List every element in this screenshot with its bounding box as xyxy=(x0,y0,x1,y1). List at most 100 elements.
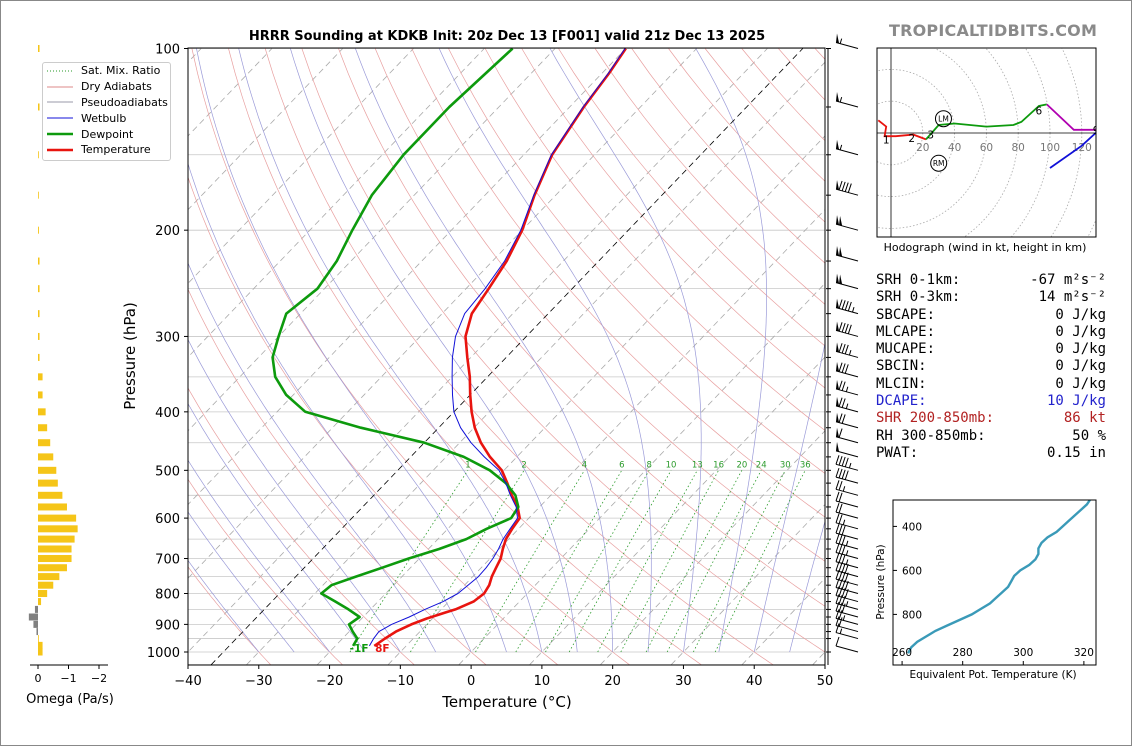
wind-barb xyxy=(835,215,859,231)
barb-full xyxy=(838,322,843,332)
barb-half xyxy=(845,403,849,409)
omega-bar xyxy=(38,285,40,293)
mixing-ratio-line xyxy=(475,470,585,653)
barb-shaft xyxy=(835,450,859,458)
barb-shaft xyxy=(835,42,859,49)
barb-flag xyxy=(836,139,840,150)
dry-adiabat xyxy=(188,478,343,665)
storm-motion-marker xyxy=(930,154,948,172)
barb-shaft xyxy=(835,476,859,484)
legend-label: Sat. Mix. Ratio xyxy=(81,64,161,78)
hodograph-plot: 20 40 60 80 100 120 1 2 3 6 9 LM RM xyxy=(877,48,1100,237)
wind-barb xyxy=(835,601,859,618)
thetae-y-label: Pressure (hPa) xyxy=(875,544,887,619)
barb-full xyxy=(841,181,846,192)
y-tick-label: 800 xyxy=(155,588,180,603)
pseudoadiabat xyxy=(753,341,825,653)
y-tick-label: 900 xyxy=(155,618,180,633)
barb-full xyxy=(841,545,846,555)
y-tick-label: 200 xyxy=(155,224,180,239)
barb-flag xyxy=(836,412,840,423)
pseudoadiabat xyxy=(238,48,543,653)
mixing-ratio-label: 13 xyxy=(692,460,703,470)
wind-barb xyxy=(835,561,859,578)
barb-full xyxy=(838,514,843,524)
barb-full xyxy=(841,363,846,373)
isotherm xyxy=(188,48,485,358)
omega-bar xyxy=(38,598,42,606)
barb-shaft xyxy=(835,595,859,603)
mixing-ratio-line xyxy=(410,470,525,653)
barb-full xyxy=(838,602,843,612)
omega-bar xyxy=(38,635,39,643)
dry-adiabat xyxy=(188,387,415,665)
barb-flag xyxy=(836,396,840,407)
mixing-ratio-label: 10 xyxy=(666,460,677,470)
barb-full xyxy=(844,457,849,468)
mixing-ratio-label: 36 xyxy=(800,460,811,470)
legend-item-dewpoint: Dewpoint xyxy=(43,126,170,142)
legend-label: Dewpoint xyxy=(81,127,134,141)
y-tick-label: 100 xyxy=(155,43,180,58)
barb-shaft xyxy=(835,405,859,413)
barb-shaft xyxy=(835,511,859,519)
dry-adiabat xyxy=(484,48,825,431)
index-label: SRH 0-1km: xyxy=(876,272,961,288)
hodograph-height-label: 9 xyxy=(1093,125,1100,137)
barb-half xyxy=(839,144,843,151)
mixing-ratio-label: 6 xyxy=(619,460,624,470)
dry-adiabat xyxy=(301,48,825,653)
index-value: 0 J/kg xyxy=(1055,341,1106,358)
index-row: MLCIN: 0 J/kg xyxy=(876,376,1106,393)
legend-label: Wetbulb xyxy=(81,111,127,125)
isotherm xyxy=(600,430,825,665)
x-tick-label: −10 xyxy=(387,674,414,689)
barb-full xyxy=(838,413,843,423)
barb-full xyxy=(838,397,843,407)
hodograph-height-label: 3 xyxy=(927,130,934,142)
omega-bar xyxy=(38,226,39,234)
barb-full xyxy=(835,609,840,619)
hodograph-height-label: 1 xyxy=(883,134,890,146)
y-tick-label: 400 xyxy=(155,406,180,421)
thetae-y-tick-label: 600 xyxy=(902,565,922,577)
wind-barb xyxy=(835,523,859,540)
barb-shaft xyxy=(835,617,859,625)
wind-barb xyxy=(835,427,859,444)
index-row: SHR 200-850mb: 86 kt xyxy=(876,410,1106,427)
wind-barb xyxy=(835,246,859,262)
hodograph-height-label: 6 xyxy=(1036,106,1043,118)
barb-shaft xyxy=(835,578,859,586)
legend-label: Temperature xyxy=(81,143,151,157)
x-tick-label: 10 xyxy=(534,674,551,689)
surface-dewpoint-label: -1F xyxy=(350,643,369,655)
omega-bar xyxy=(38,525,78,533)
dry-adiabat xyxy=(188,566,271,665)
pseudoadiabat xyxy=(438,48,652,652)
storm-motion-label: LM xyxy=(938,115,949,124)
omega-bar xyxy=(38,573,60,581)
y-tick-label: 600 xyxy=(155,512,180,527)
wind-barb xyxy=(835,543,859,559)
barb-flag xyxy=(836,361,840,372)
isotherm xyxy=(188,48,343,211)
wind-barb xyxy=(835,342,859,358)
pseudoadiabat xyxy=(789,520,825,653)
index-label: MUCAPE: xyxy=(876,341,936,358)
barb-full xyxy=(838,610,843,620)
pseudoadiabat xyxy=(188,459,330,653)
barb-half xyxy=(842,615,846,621)
mixing-ratio-label: 20 xyxy=(736,460,747,470)
thetae-x-tick-label: 320 xyxy=(1074,647,1094,659)
hodograph-ring-label: 100 xyxy=(1040,142,1060,154)
barb-full xyxy=(835,623,840,633)
barb-shaft xyxy=(835,463,859,471)
barb-shaft xyxy=(835,532,859,540)
wind-barb xyxy=(835,379,859,396)
barb-full xyxy=(838,480,843,491)
hodograph-caption: Hodograph (wind in kt, height in km) xyxy=(884,241,1087,254)
barb-full xyxy=(844,344,849,355)
skewt-axes-frame xyxy=(187,47,826,666)
barb-shaft xyxy=(835,602,859,610)
